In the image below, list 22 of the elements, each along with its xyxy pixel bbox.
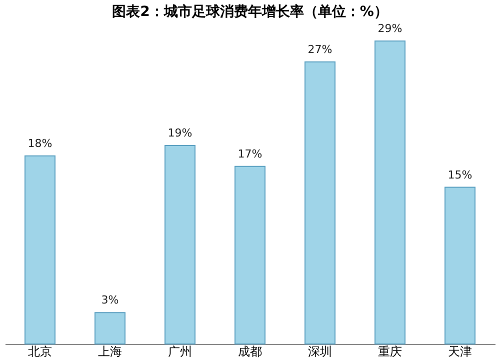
bar: [164, 144, 196, 344]
chart-title: 图表2：城市足球消费年增长率（单位：%）: [112, 3, 388, 20]
data-label: 18%: [28, 136, 52, 150]
bar: [304, 61, 336, 344]
bar: [24, 155, 56, 344]
x-tick-label: 广州: [168, 344, 192, 358]
x-tick-label: 天津: [448, 344, 472, 358]
bar: [94, 312, 126, 344]
x-tick-label: 成都: [238, 344, 262, 358]
data-label: 3%: [101, 294, 119, 307]
x-tick-label: 北京: [28, 344, 52, 358]
data-label: 17%: [238, 147, 262, 160]
x-tick-label: 重庆: [378, 344, 402, 358]
bar: [444, 186, 476, 344]
bar: [374, 40, 406, 344]
x-tick-label: 上海: [98, 344, 122, 358]
data-label: 27%: [308, 42, 332, 56]
data-label: 29%: [378, 22, 402, 35]
data-label: 15%: [448, 168, 472, 182]
x-tick-label: 深圳: [308, 344, 332, 358]
bar: [234, 166, 266, 344]
data-label: 19%: [168, 126, 192, 140]
